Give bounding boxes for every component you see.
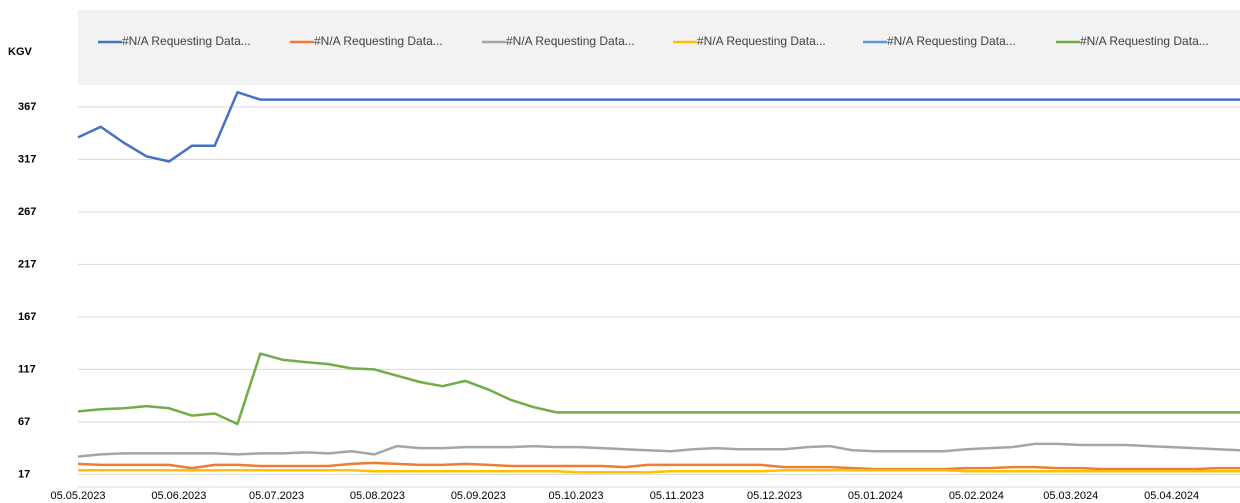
legend-label: #N/A Requesting Data... [122, 34, 251, 48]
y-tick-label: 267 [18, 206, 36, 218]
series-line [78, 468, 1240, 474]
legend-box [78, 10, 1240, 85]
x-tick-label: 05.07.2023 [249, 490, 304, 502]
x-tick-label: 05.04.2024 [1144, 490, 1199, 502]
y-tick-label: 317 [18, 153, 36, 165]
y-tick-label: 117 [18, 363, 36, 375]
y-tick-label: 217 [18, 258, 36, 270]
y-tick-label: 67 [18, 416, 30, 428]
x-tick-label: 05.06.2023 [151, 490, 206, 502]
x-tick-label: 05.02.2024 [949, 490, 1004, 502]
y-axis-label: KGV [8, 46, 33, 58]
y-tick-label: 367 [18, 101, 36, 113]
series-line [77, 442, 1240, 458]
y-tick-label: 17 [18, 468, 30, 480]
series-line [77, 90, 1240, 163]
x-tick-label: 05.01.2024 [848, 490, 903, 502]
x-tick-label: 05.09.2023 [451, 490, 506, 502]
x-tick-label: 05.12.2023 [747, 490, 802, 502]
legend-label: #N/A Requesting Data... [506, 34, 635, 48]
x-tick-label: 05.03.2024 [1043, 490, 1098, 502]
y-tick-label: 167 [18, 311, 36, 323]
legend-label: #N/A Requesting Data... [1080, 34, 1209, 48]
legend-label: #N/A Requesting Data... [314, 34, 443, 48]
legend-label: #N/A Requesting Data... [887, 34, 1016, 48]
x-tick-label: 05.05.2023 [50, 490, 105, 502]
x-tick-label: 05.11.2023 [650, 490, 704, 502]
x-tick-label: 05.08.2023 [350, 490, 405, 502]
series-line [77, 352, 1240, 426]
legend-label: #N/A Requesting Data... [697, 34, 826, 48]
x-tick-label: 05.10.2023 [548, 490, 603, 502]
series-line [77, 461, 1240, 471]
